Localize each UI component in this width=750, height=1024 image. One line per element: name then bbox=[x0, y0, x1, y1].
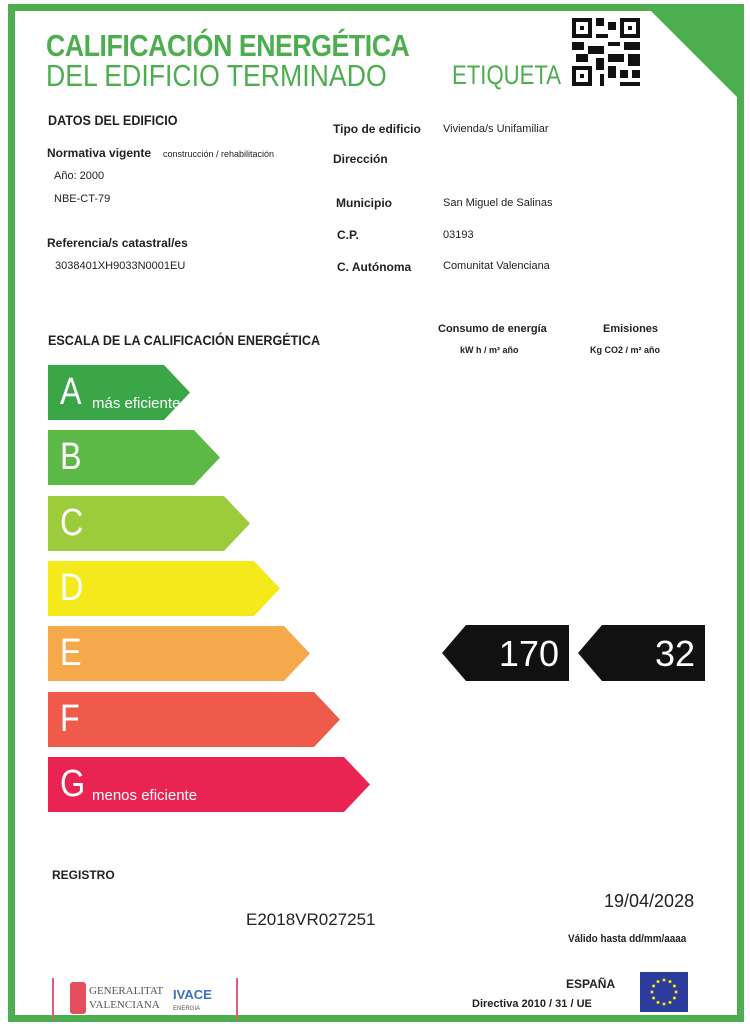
rating-arrow-e: E bbox=[48, 626, 310, 682]
consumption-unit: kW h / m² año bbox=[460, 345, 519, 355]
ivace-sub: ENERGIA bbox=[173, 1006, 201, 1012]
field-label-direccion: Dirección bbox=[333, 152, 388, 166]
ivace-logo: IVACE bbox=[173, 987, 212, 1002]
class-sub: menos eficiente bbox=[92, 786, 198, 804]
valid-label: Válido hasta dd/mm/aaaa bbox=[568, 933, 687, 945]
class-sub: más eficiente bbox=[92, 395, 181, 412]
generalitat-text: GENERALITAT VALENCIANA bbox=[89, 985, 164, 1011]
registry-label: REGISTRO bbox=[52, 868, 115, 882]
arrow-shape bbox=[48, 495, 250, 551]
divider bbox=[236, 978, 238, 1020]
field-value-cp: 03193 bbox=[443, 229, 474, 241]
field-label-tipo: Tipo de edificio bbox=[333, 122, 421, 136]
arrow-shape bbox=[48, 691, 340, 747]
field-value-municipio: San Miguel de Salinas bbox=[443, 197, 553, 209]
field-value-tipo: Vivienda/s Unifamiliar bbox=[443, 123, 549, 135]
emissions-unit: Kg CO2 / m² año bbox=[590, 345, 661, 355]
arrow-shape bbox=[48, 756, 370, 812]
arrow-shape bbox=[48, 430, 220, 486]
class-letter: G bbox=[60, 762, 86, 805]
field-label-municipio: Municipio bbox=[336, 196, 392, 210]
corner-triangle bbox=[644, 4, 744, 104]
rating-arrow-b: B bbox=[48, 430, 220, 486]
norm: NBE-CT-79 bbox=[54, 193, 111, 205]
label-border bbox=[8, 4, 744, 1022]
emissions-header: Emisiones bbox=[603, 323, 659, 335]
arrow-shape bbox=[48, 626, 310, 682]
title-line1: CALIFICACIÓN ENERGÉTICA bbox=[46, 28, 410, 63]
class-letter: A bbox=[60, 371, 82, 413]
building-section-title: DATOS DEL EDIFICIO bbox=[48, 112, 178, 128]
title-line2: DEL EDIFICIO TERMINADO bbox=[46, 58, 387, 93]
normativa-label: Normativa vigente bbox=[47, 146, 152, 160]
emissions-value: 32 bbox=[654, 633, 695, 674]
etiqueta-label: ETIQUETA bbox=[452, 60, 562, 90]
class-letter: C bbox=[60, 501, 84, 544]
field-label-autonoma: C. Autónoma bbox=[337, 260, 412, 274]
class-letter: B bbox=[60, 436, 82, 479]
qr-code-icon bbox=[572, 18, 640, 86]
cadastral-value: 3038401XH9033N0001EU bbox=[55, 260, 186, 272]
divider bbox=[52, 978, 54, 1020]
field-value-autonoma: Comunitat Valenciana bbox=[443, 260, 550, 272]
class-letter: E bbox=[60, 632, 82, 675]
rating-arrow-f: F bbox=[48, 691, 340, 747]
year: Año: 2000 bbox=[54, 170, 105, 182]
class-letter: D bbox=[60, 566, 84, 609]
arrow-shape bbox=[48, 560, 280, 616]
cadastral-label: Referencia/s catastral/es bbox=[47, 236, 188, 250]
field-label-cp: C.P. bbox=[337, 228, 359, 242]
class-letter: F bbox=[60, 697, 80, 740]
eu-flag-icon bbox=[640, 972, 688, 1012]
country: ESPAÑA bbox=[566, 977, 616, 991]
emissions-rating-arrow: 32 bbox=[578, 625, 705, 681]
scale-title: ESCALA DE LA CALIFICACIÓN ENERGÉTICA bbox=[48, 332, 321, 348]
consumption-header: Consumo de energía bbox=[438, 323, 547, 335]
rating-arrow-c: C bbox=[48, 495, 250, 551]
registry-number: E2018VR027251 bbox=[246, 910, 376, 929]
generalitat-logo-icon bbox=[70, 982, 86, 1014]
rating-arrow-d: D bbox=[48, 560, 280, 616]
normativa-sub: construcción / rehabilitación bbox=[163, 149, 275, 159]
consumption-rating-arrow: 170 bbox=[442, 625, 569, 681]
arrow-shape bbox=[48, 365, 190, 420]
consumption-value: 170 bbox=[498, 633, 559, 674]
rating-arrow-g: G menos eficiente bbox=[48, 756, 370, 812]
rating-arrow-a: A más eficiente bbox=[48, 365, 190, 420]
directive: Directiva 2010 / 31 / UE bbox=[472, 998, 592, 1010]
valid-date: 19/04/2028 bbox=[604, 891, 695, 911]
